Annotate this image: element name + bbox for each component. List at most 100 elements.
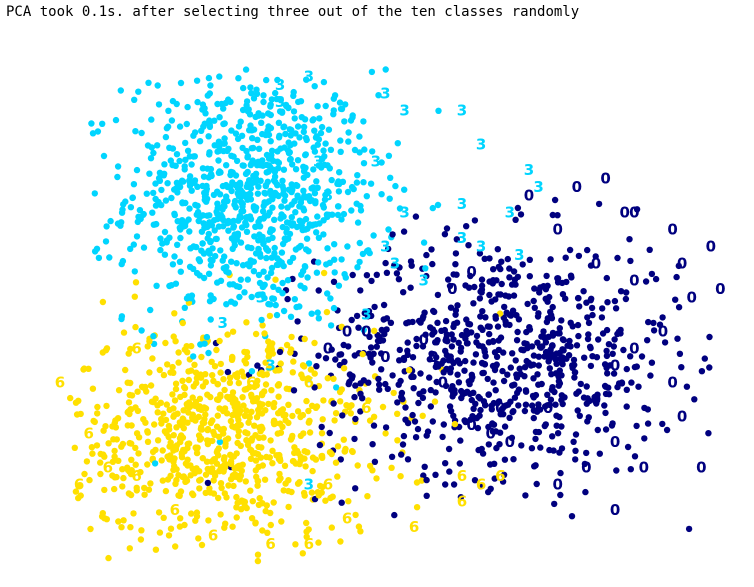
scatter-point-0 xyxy=(376,337,384,345)
scatter-point-3 xyxy=(325,126,333,133)
scatter-point-3 xyxy=(271,216,278,223)
scatter-point-6 xyxy=(226,374,234,381)
scatter-point-3 xyxy=(342,101,349,108)
scatter-point-0 xyxy=(552,401,559,408)
scatter-point-0 xyxy=(656,321,664,328)
scatter-point-3 xyxy=(231,238,238,245)
scatter-point-3 xyxy=(260,240,267,248)
scatter-point-0 xyxy=(479,343,486,350)
scatter-point-0 xyxy=(476,295,484,302)
scatter-point-3 xyxy=(166,144,173,151)
scatter-point-3 xyxy=(366,249,373,257)
scatter-point-0 xyxy=(478,445,485,453)
scatter-point-6 xyxy=(202,411,209,418)
scatter-point-3 xyxy=(262,182,269,190)
scatter-point-0 xyxy=(404,419,412,427)
scatter-point-0 xyxy=(415,399,422,407)
scatter-point-0 xyxy=(393,270,401,277)
digit-label-0: 0 xyxy=(667,374,677,392)
scatter-point-0 xyxy=(368,277,375,285)
scatter-point-3 xyxy=(205,349,212,357)
scatter-point-6 xyxy=(188,367,195,374)
scatter-point-6 xyxy=(328,450,335,458)
scatter-point-6 xyxy=(229,389,237,396)
scatter-point-6 xyxy=(71,444,79,451)
scatter-point-6 xyxy=(165,532,173,539)
scatter-point-0 xyxy=(376,386,383,393)
scatter-point-6 xyxy=(264,529,271,536)
scatter-point-3 xyxy=(240,84,247,92)
scatter-point-0 xyxy=(523,328,530,336)
scatter-point-6 xyxy=(285,487,292,495)
scatter-point-0 xyxy=(492,315,499,322)
scatter-point-6 xyxy=(81,365,88,372)
scatter-point-3 xyxy=(166,282,173,290)
scatter-point-0 xyxy=(515,402,522,409)
scatter-point-0 xyxy=(504,255,511,263)
scatter-point-3 xyxy=(172,280,180,287)
scatter-point-3 xyxy=(301,285,308,292)
scatter-point-0 xyxy=(522,492,529,499)
scatter-point-3 xyxy=(249,135,256,142)
scatter-point-0 xyxy=(457,494,465,501)
scatter-point-3 xyxy=(181,304,188,311)
digit-label-0: 0 xyxy=(485,425,495,443)
scatter-point-6 xyxy=(111,447,118,455)
scatter-point-0 xyxy=(322,355,330,362)
scatter-point-3 xyxy=(223,301,230,308)
scatter-point-3 xyxy=(326,259,333,266)
scatter-point-3 xyxy=(335,188,343,195)
scatter-point-0 xyxy=(339,412,346,419)
scatter-point-0 xyxy=(454,302,461,309)
scatter-point-3 xyxy=(278,211,285,218)
scatter-point-6 xyxy=(204,425,212,433)
scatter-point-0 xyxy=(563,355,570,362)
scatter-point-0 xyxy=(536,343,544,351)
scatter-point-3 xyxy=(186,153,193,160)
scatter-point-3 xyxy=(375,92,382,99)
scatter-point-0 xyxy=(447,369,454,376)
scatter-point-0 xyxy=(549,433,556,440)
scatter-point-0 xyxy=(478,276,486,283)
scatter-point-0 xyxy=(357,287,364,294)
scatter-point-0 xyxy=(546,365,553,372)
scatter-point-6 xyxy=(285,477,292,484)
scatter-point-0 xyxy=(461,417,468,424)
scatter-point-6 xyxy=(190,383,197,390)
scatter-point-0 xyxy=(572,447,579,454)
scatter-point-3 xyxy=(176,157,183,165)
scatter-point-6 xyxy=(291,444,298,451)
scatter-point-0 xyxy=(432,471,439,478)
scatter-point-3 xyxy=(242,66,250,73)
scatter-point-0 xyxy=(495,263,502,271)
scatter-point-3 xyxy=(206,117,213,124)
scatter-point-6 xyxy=(256,495,263,502)
scatter-point-6 xyxy=(254,551,262,558)
scatter-point-0 xyxy=(442,347,449,355)
scatter-point-0 xyxy=(675,262,682,270)
scatter-point-6 xyxy=(265,365,273,372)
scatter-point-3 xyxy=(193,211,200,218)
scatter-point-6 xyxy=(265,400,272,408)
scatter-point-6 xyxy=(268,343,275,351)
scatter-point-3 xyxy=(150,149,157,157)
scatter-point-3 xyxy=(276,132,283,139)
scatter-point-6 xyxy=(319,454,326,461)
scatter-point-0 xyxy=(527,362,535,369)
digit-label-0: 0 xyxy=(591,255,601,273)
scatter-point-0 xyxy=(328,346,335,353)
scatter-point-6 xyxy=(283,341,291,349)
scatter-point-0 xyxy=(394,399,401,406)
scatter-point-3 xyxy=(186,263,194,270)
scatter-point-0 xyxy=(530,352,538,359)
scatter-point-6 xyxy=(109,423,116,430)
digit-label-6: 6 xyxy=(495,467,505,485)
scatter-point-3 xyxy=(300,128,307,136)
scatter-point-6 xyxy=(132,323,139,331)
scatter-point-6 xyxy=(155,509,163,516)
scatter-point-3 xyxy=(335,178,342,185)
scatter-point-3 xyxy=(247,185,255,192)
scatter-point-0 xyxy=(413,342,420,350)
scatter-point-0 xyxy=(440,421,447,428)
scatter-point-0 xyxy=(404,351,411,359)
